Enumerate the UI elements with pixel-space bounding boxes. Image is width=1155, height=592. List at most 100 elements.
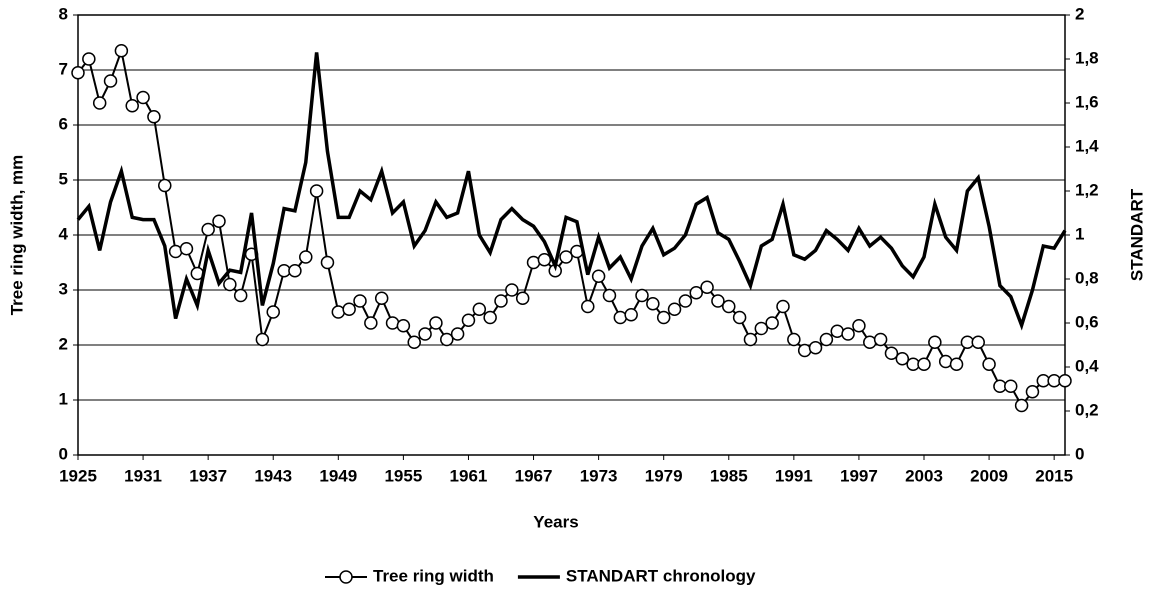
point <box>494 294 508 308</box>
point <box>288 264 302 278</box>
point <box>678 294 693 308</box>
point <box>385 316 400 330</box>
x-tick-label: 1991 <box>775 466 813 485</box>
y2-tick-label: 2 <box>1075 4 1084 23</box>
point <box>787 332 801 347</box>
plot-frame <box>77 14 1066 456</box>
point <box>136 90 150 105</box>
point <box>895 352 910 366</box>
x-tick-label: 1979 <box>645 466 683 485</box>
y2-tick-label: 1,2 <box>1075 180 1099 199</box>
point <box>841 327 855 341</box>
point <box>732 310 747 325</box>
point <box>233 288 248 303</box>
series-line <box>77 47 1065 408</box>
x-tick-label: 1985 <box>710 466 748 485</box>
point <box>917 357 931 371</box>
point <box>591 269 606 283</box>
y2-tick-label: 1,4 <box>1075 136 1099 155</box>
point <box>700 280 714 294</box>
x-tick-label: 1925 <box>59 466 97 485</box>
point <box>863 335 877 349</box>
x-tick-label: 2015 <box>1035 466 1073 485</box>
point <box>526 255 541 270</box>
point <box>331 305 346 319</box>
x-tick-label: 1973 <box>580 466 618 485</box>
point <box>949 357 964 371</box>
y2-tick-label: 0,4 <box>1075 356 1099 375</box>
point <box>808 341 823 355</box>
y2-tick-label: 1,6 <box>1075 92 1099 111</box>
point <box>1025 385 1040 399</box>
point <box>71 66 85 80</box>
x-tick-label: 1937 <box>189 466 227 485</box>
point <box>776 299 790 314</box>
point <box>299 250 313 264</box>
y2-tick-label: 0,8 <box>1075 268 1099 287</box>
point <box>852 319 866 333</box>
point <box>982 357 996 371</box>
point <box>407 335 421 349</box>
y2-tick-label: 0 <box>1075 444 1084 463</box>
y-tick-label: 4 <box>59 224 69 243</box>
y2-tick-label: 0,2 <box>1075 400 1099 419</box>
point <box>125 99 139 113</box>
point <box>1014 398 1029 413</box>
y-tick-label: 1 <box>59 389 68 408</box>
point <box>1058 374 1072 388</box>
point <box>158 178 172 193</box>
point <box>309 184 324 198</box>
point <box>223 277 237 292</box>
point <box>765 316 779 330</box>
y-tick-label: 2 <box>59 334 68 353</box>
y-axis-label: Tree ring width, mm <box>7 155 26 316</box>
y-tick-label: 5 <box>59 169 68 188</box>
point <box>656 310 671 325</box>
point <box>320 255 335 270</box>
point <box>754 321 769 336</box>
point <box>743 332 758 347</box>
x-axis-label: Years <box>533 512 578 531</box>
x-tick-label: 1955 <box>384 466 422 485</box>
point <box>418 327 432 341</box>
point <box>396 319 411 333</box>
point <box>928 335 942 349</box>
point <box>179 242 194 256</box>
point <box>103 74 118 88</box>
point <box>602 288 617 303</box>
legend-label: Tree ring width <box>373 566 494 585</box>
point <box>624 308 638 322</box>
point <box>613 310 628 325</box>
x-tick-label: 1997 <box>840 466 878 485</box>
y-tick-label: 3 <box>59 279 68 298</box>
x-tick-label: 1943 <box>254 466 292 485</box>
x-tick-label: 1931 <box>124 466 162 485</box>
x-tick-label: 1961 <box>450 466 488 485</box>
y2-axis-label: STANDART <box>1127 188 1146 281</box>
point <box>1004 379 1018 393</box>
point <box>971 335 985 349</box>
point <box>635 288 649 303</box>
point <box>450 327 465 341</box>
x-tick-label: 2003 <box>905 466 943 485</box>
point <box>711 294 725 308</box>
point <box>114 44 129 58</box>
point <box>873 332 888 347</box>
point <box>342 302 356 316</box>
point <box>364 316 378 330</box>
point <box>92 96 107 110</box>
point <box>830 324 844 338</box>
y2-tick-label: 1 <box>1075 224 1084 243</box>
y-tick-label: 7 <box>59 59 68 78</box>
point <box>82 52 96 66</box>
point <box>646 297 660 311</box>
legend-marker <box>339 570 353 584</box>
point <box>374 291 389 305</box>
point <box>938 354 953 369</box>
point <box>559 250 573 264</box>
point <box>537 253 552 267</box>
point <box>689 286 703 300</box>
point <box>461 313 476 327</box>
point <box>472 302 487 316</box>
